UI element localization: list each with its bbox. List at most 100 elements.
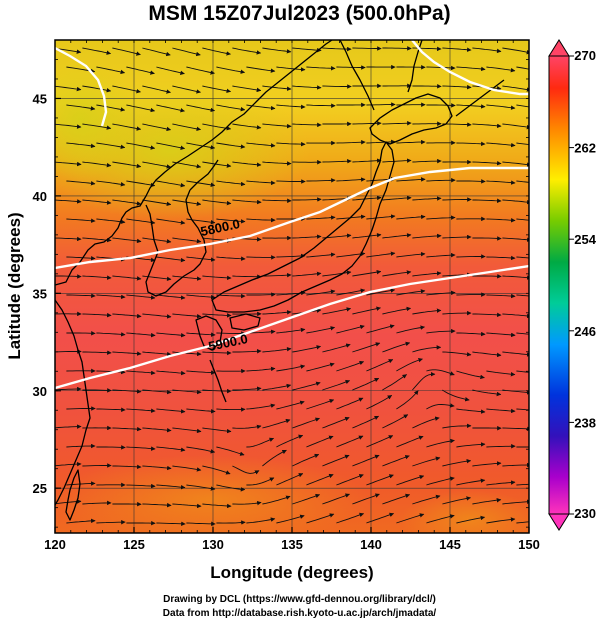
streamline [216,407,246,412]
streamline [456,254,486,259]
streamline [292,85,322,90]
axis-ticks: 120 125 130 135 140 145 150 25 30 35 40 45 [33,40,540,552]
streamline [232,465,260,475]
streamline [112,389,142,394]
streamline [126,142,156,150]
streamline [306,252,336,258]
streamline [352,121,382,126]
streamline [66,180,96,186]
coast-kurils [455,79,505,117]
streamline [232,199,262,205]
streamline [472,123,502,129]
streamline [412,271,442,277]
streamline [96,66,126,75]
streamline [442,458,472,467]
streamline [276,434,304,448]
streamline [246,517,276,524]
streamline [366,214,396,220]
streamline [276,104,306,110]
coast-honshu [211,141,395,313]
coast-china-south [55,299,91,506]
streamline [486,180,516,185]
streamline [292,234,322,239]
streamline [66,518,96,524]
streamline [396,177,426,182]
streamline [486,255,516,261]
streamline [472,461,502,467]
streamline [412,456,441,467]
streamline [472,160,502,166]
streamline [352,46,382,51]
streamline [66,104,96,111]
streamline [232,85,262,93]
y-tick-label: 30 [33,384,47,399]
streamline [262,198,292,204]
streamline [352,269,382,277]
streamline [156,521,186,526]
streamline [412,308,442,315]
streamline [306,215,336,220]
colorbar: 270 262 254 246 238 230 [548,39,597,531]
streamline [382,414,409,429]
streamline [322,84,352,89]
streamline [366,359,394,372]
streamline [142,313,172,319]
streamline [516,104,529,108]
streamline [186,180,216,187]
height-contours [55,40,529,390]
colorbar-tick-label: 254 [574,232,596,247]
streamlines [55,46,529,527]
streamline [382,455,410,467]
streamline [306,289,336,296]
colorbar-tick-label: 230 [574,506,596,521]
streamline [516,483,529,486]
contour-5700-line [55,46,108,127]
streamline [442,351,472,357]
streamline [55,199,82,204]
streamline [202,503,232,509]
streamline [142,123,172,132]
y-tick-label: 45 [33,91,47,106]
coast-north-korea-east [189,159,219,191]
streamline [66,443,96,449]
streamline [366,395,393,410]
streamline [186,521,216,527]
streamline [352,158,382,163]
streamline [486,517,516,524]
streamline [352,232,382,239]
x-tick-label: 120 [44,537,66,552]
streamline [502,161,529,167]
streamline [396,325,425,334]
coast-korea-peninsula [145,189,207,297]
streamline [292,417,320,429]
streamline [96,294,126,300]
streamline [262,310,292,315]
streamline [126,66,155,75]
streamline [516,521,529,524]
streamline [472,47,502,54]
streamline [412,416,440,429]
coast-ryukyu [209,359,227,403]
streamline [486,293,516,299]
streamline [456,442,486,448]
streamline [502,351,529,357]
streamline [172,47,201,57]
streamline [472,312,502,318]
streamline [382,195,412,201]
streamline [456,331,486,337]
streamline [156,104,185,113]
streamline [216,293,246,299]
streamline [352,415,380,429]
streamline [322,307,352,315]
cold-patch-northwest [55,60,140,180]
streamline [112,351,142,356]
streamline [202,85,232,94]
streamline [96,519,126,525]
streamline [306,399,335,410]
streamline [396,435,424,448]
streamline [216,520,246,525]
streamline [306,103,336,108]
streamline [472,198,502,203]
streamline [156,256,186,263]
